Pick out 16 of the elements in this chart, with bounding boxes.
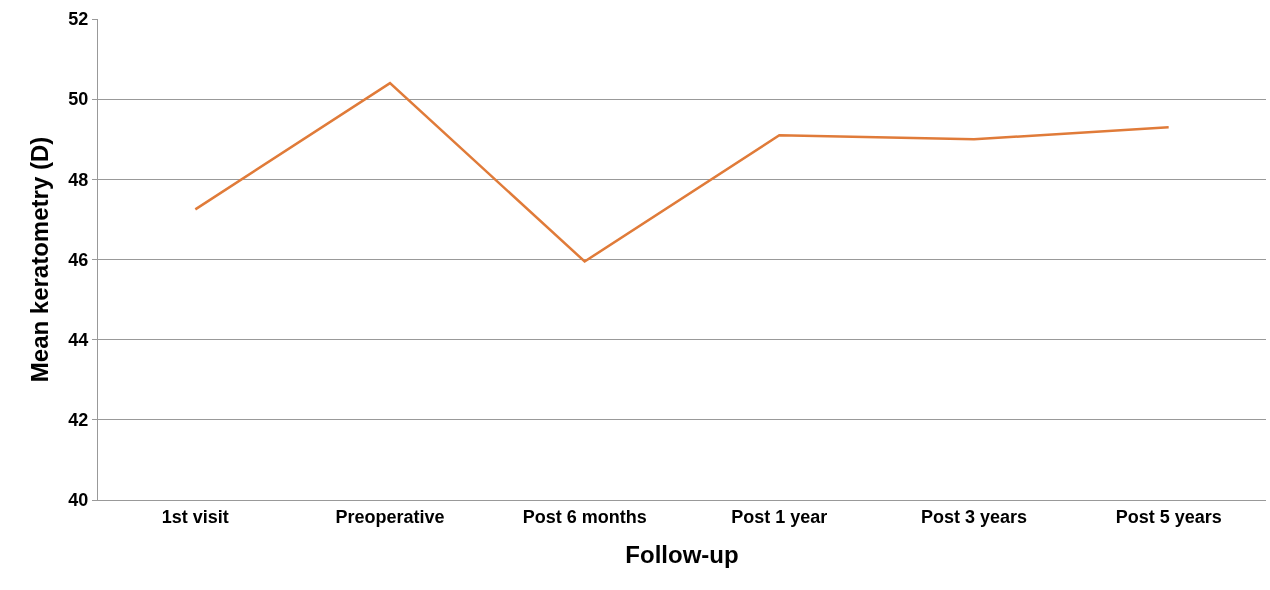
y-tick-label: 52 — [68, 9, 89, 30]
x-tick-label: Preoperative — [335, 506, 445, 527]
y-tick-label: 48 — [68, 169, 89, 190]
x-tick-label: Post 5 years — [1115, 506, 1222, 527]
line-series — [194, 81, 1170, 263]
x-tick-label: Post 3 years — [920, 506, 1028, 527]
x-tick-label: Post 1 year — [731, 506, 828, 527]
y-tick-label: 40 — [68, 490, 89, 511]
x-axis-title: Follow-up — [625, 540, 739, 568]
y-tick-label: 50 — [68, 89, 89, 110]
x-tick-label: Post 6 months — [522, 506, 647, 527]
y-tick-label: 44 — [68, 329, 89, 350]
y-axis-title: Mean keratometry (D) — [26, 136, 54, 383]
x-tick-label: 1st visit — [161, 506, 229, 527]
y-tick-label: 46 — [68, 249, 89, 270]
y-tick-label: 42 — [68, 410, 89, 431]
